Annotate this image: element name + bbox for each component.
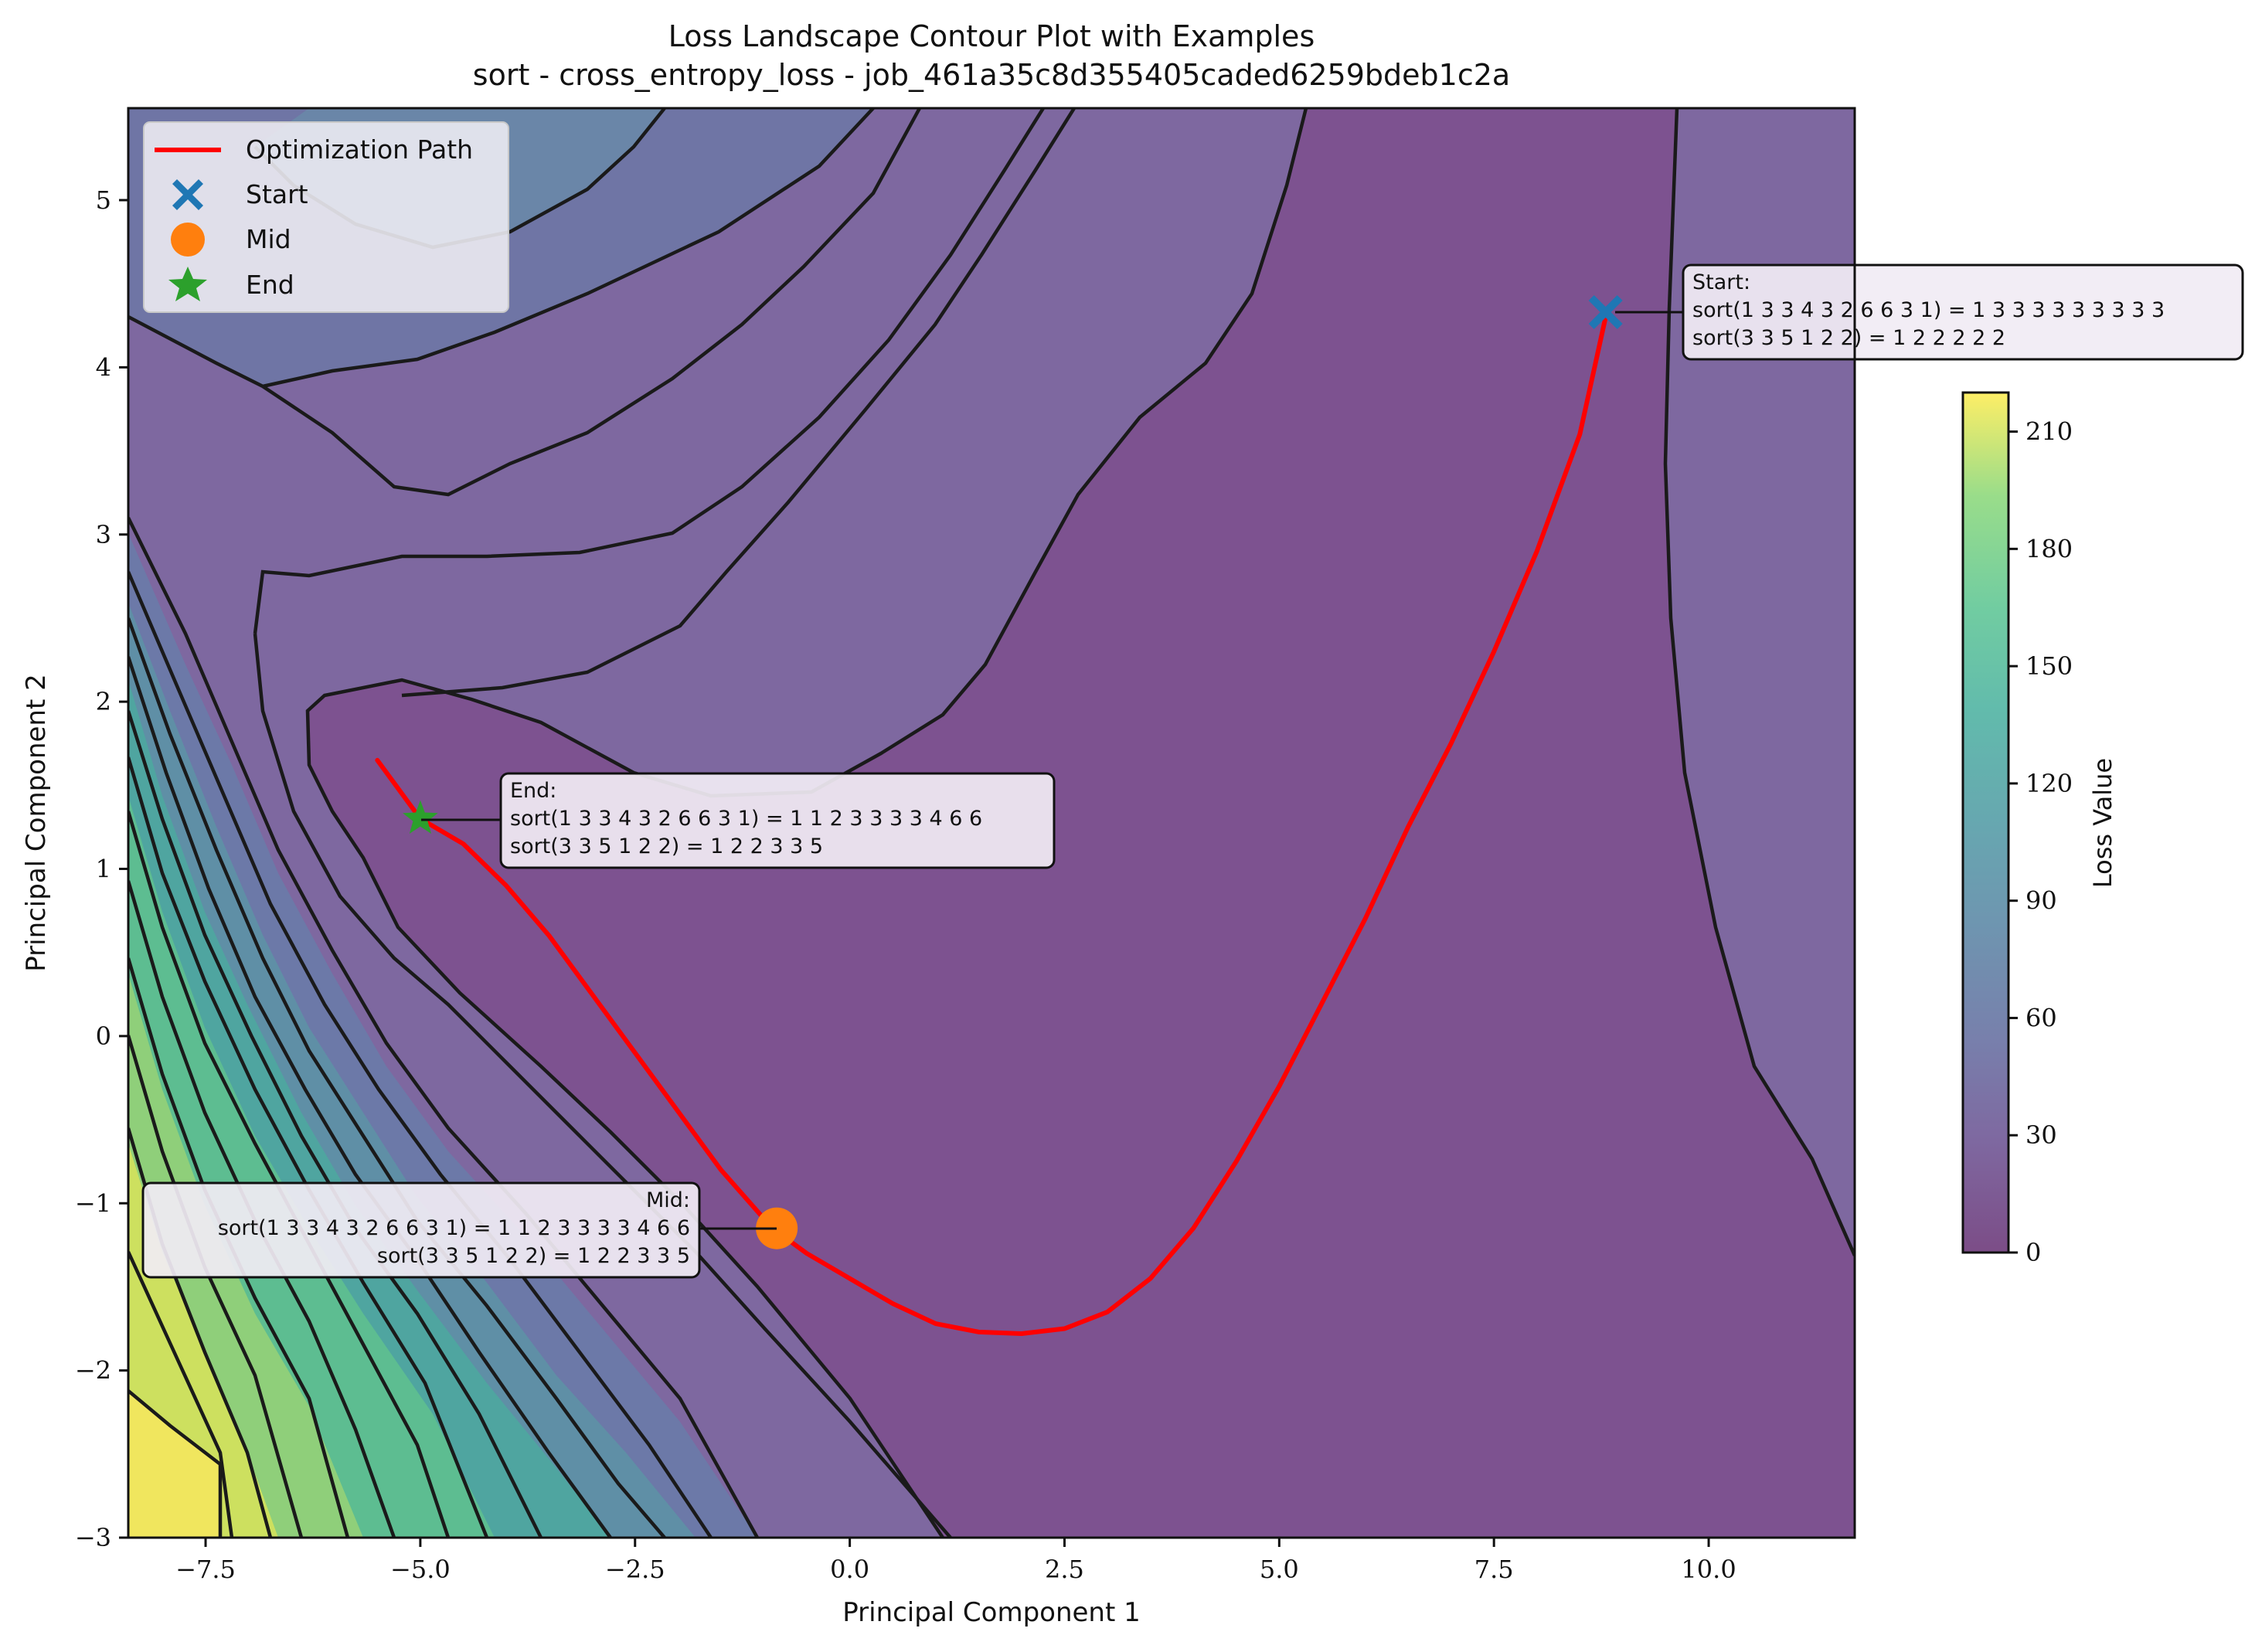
start-annotation-box xyxy=(1682,263,2244,361)
colorbar-gradient xyxy=(1963,393,2008,1253)
colorbar-ticks: 0 30 60 90 120 150 180 210 xyxy=(2008,417,2073,1267)
contour-line xyxy=(128,756,489,1538)
colorbar-tick-label: 180 xyxy=(2025,534,2073,563)
colorbar: 0 30 60 90 120 150 180 210 Loss Value xyxy=(1961,391,2117,1267)
mid-annotation-line3: sort(3 3 5 1 2 2) = 1 2 2 3 3 5 xyxy=(377,1244,690,1268)
colorbar-tick-label: 60 xyxy=(2025,1003,2057,1032)
contour-line xyxy=(253,633,952,1538)
contour-line xyxy=(128,710,543,1538)
colorbar-tick-label: 0 xyxy=(2025,1238,2041,1267)
colorbar-tick-label: 150 xyxy=(2025,651,2073,681)
y-axis-label: Principal Component 2 xyxy=(21,674,52,972)
legend-label-end: End xyxy=(246,270,294,300)
end-annotation-line3: sort(3 3 5 1 2 2) = 1 2 2 3 3 5 xyxy=(510,834,823,858)
contour-fill xyxy=(128,108,1855,1538)
contour-line xyxy=(128,571,713,1538)
y-tick-label: 3 xyxy=(96,520,111,549)
x-axis-ticks: −7.5 −5.0 −2.5 0.0 2.5 5.0 7.5 10.0 xyxy=(175,1538,1736,1584)
start-annotation-line1: Start: xyxy=(1692,270,1750,294)
y-tick-label: −2 xyxy=(75,1356,111,1385)
contour-band-corner xyxy=(128,1391,220,1538)
legend-end-star-icon xyxy=(168,267,207,301)
contour-line xyxy=(305,108,1308,1538)
end-annotation-box xyxy=(499,772,1056,869)
y-tick-label: 4 xyxy=(96,352,111,382)
end-marker xyxy=(403,800,438,834)
legend-label-path: Optimization Path xyxy=(246,134,473,165)
contour-line xyxy=(128,656,612,1538)
mid-marker xyxy=(756,1207,798,1249)
y-tick-label: 1 xyxy=(96,855,111,884)
colorbar-frame xyxy=(1961,391,2010,1254)
x-tick-label: 2.5 xyxy=(1045,1555,1084,1584)
colorbar-tick-label: 30 xyxy=(2025,1120,2057,1150)
contour-line xyxy=(1663,108,1855,1256)
x-tick-label: 7.5 xyxy=(1474,1555,1514,1584)
optimization-path-layer xyxy=(375,314,1608,1337)
mid-annotation-box xyxy=(141,1181,701,1279)
x-tick-label: 5.0 xyxy=(1260,1555,1299,1584)
mid-annotation-line2: sort(1 3 3 4 3 2 6 6 3 1) = 1 1 2 3 3 3 … xyxy=(218,1216,690,1240)
contour-band-right xyxy=(1665,108,1855,1256)
x-tick-label: −5.0 xyxy=(390,1555,451,1584)
contour-line xyxy=(128,517,759,1538)
y-tick-label: 5 xyxy=(96,185,111,215)
colorbar-label: Loss Value xyxy=(2088,758,2117,888)
start-marker xyxy=(1588,294,1623,329)
y-tick-label: 0 xyxy=(96,1021,111,1051)
x-tick-label: −2.5 xyxy=(605,1555,665,1584)
start-annotation-line2: sort(1 3 3 4 3 2 6 6 3 1) = 1 3 3 3 3 3 … xyxy=(1692,298,2165,322)
end-annotation: End: sort(1 3 3 4 3 2 6 6 3 1) = 1 1 2 3… xyxy=(499,772,1056,869)
y-tick-label: −1 xyxy=(75,1188,111,1218)
contour-line xyxy=(401,108,1076,698)
colorbar-tick-label: 120 xyxy=(2025,769,2073,798)
start-annotation: Start: sort(1 3 3 4 3 2 6 6 3 1) = 1 3 3… xyxy=(1682,263,2244,361)
x-axis-label: Principal Component 1 xyxy=(842,1597,1141,1628)
plot-frame xyxy=(127,107,1856,1539)
mid-annotation-line1: Mid: xyxy=(646,1188,690,1212)
contour-line xyxy=(128,1389,223,1538)
legend: Optimization Path Start Mid End xyxy=(143,121,509,313)
legend-start-x-icon xyxy=(172,179,203,210)
colorbar-tick-label: 90 xyxy=(2025,886,2057,916)
contour-line xyxy=(253,108,1045,634)
y-tick-label: 2 xyxy=(96,687,111,716)
end-annotation-line2: sort(1 3 3 4 3 2 6 6 3 1) = 1 1 2 3 3 3 … xyxy=(510,807,982,831)
y-axis-ticks: −3 −2 −1 0 1 2 3 4 5 xyxy=(75,185,128,1552)
start-annotation-line3: sort(3 3 5 1 2 2) = 1 2 2 2 2 2 xyxy=(1692,326,2005,350)
legend-label-mid: Mid xyxy=(246,224,291,254)
legend-label-start: Start xyxy=(246,179,308,209)
chart-title-line2: sort - cross_entropy_loss - job_461a35c8… xyxy=(473,58,1510,92)
optimization-path-line xyxy=(375,314,1608,1337)
legend-box xyxy=(143,121,509,313)
legend-mid-circle-icon xyxy=(171,223,205,257)
contour-line xyxy=(262,108,875,389)
contour-line xyxy=(128,617,666,1538)
y-tick-label: −3 xyxy=(75,1523,111,1552)
mid-annotation: Mid: sort(1 3 3 4 3 2 6 6 3 1) = 1 1 2 3… xyxy=(141,1181,701,1279)
contour-line xyxy=(128,1251,234,1538)
colorbar-tick-label: 210 xyxy=(2025,417,2073,447)
marker-layer xyxy=(403,294,1623,1249)
x-tick-label: 10.0 xyxy=(1681,1555,1736,1584)
x-tick-label: −7.5 xyxy=(175,1555,236,1584)
chart-title-line1: Loss Landscape Contour Plot with Example… xyxy=(668,19,1315,53)
end-annotation-line1: End: xyxy=(510,779,556,803)
x-tick-label: 0.0 xyxy=(830,1555,869,1584)
